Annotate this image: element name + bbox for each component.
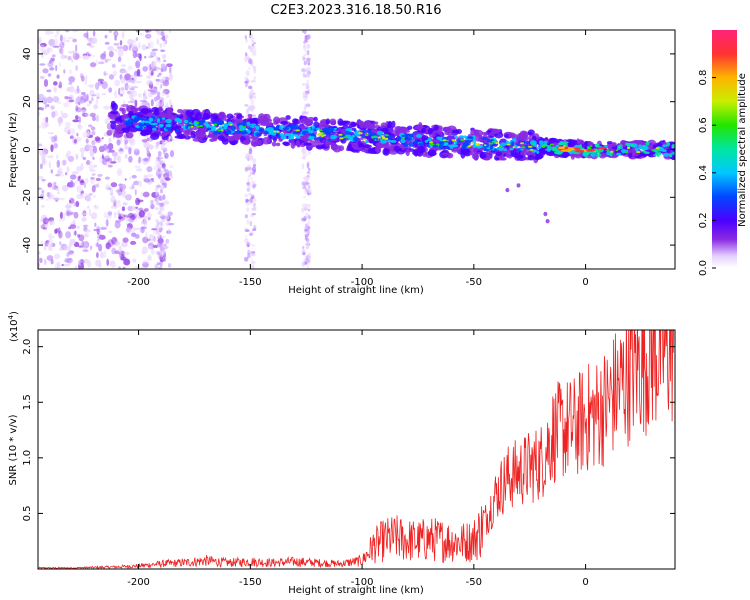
y-tick-label: 20: [22, 95, 33, 108]
x-tick-label: -50: [466, 277, 482, 288]
y-tick-label: 0.5: [22, 505, 33, 521]
x-tick-label: -150: [239, 577, 262, 588]
snr-y-ticks: 0.5 1.0 1.5 2.0: [22, 339, 675, 521]
y-tick-label: 40: [22, 48, 33, 61]
colorbar-tick-label: 0.4: [698, 165, 709, 181]
figure-title: C2E3.2023.316.18.50.R16: [270, 3, 441, 18]
snr-x-ticks: -200 -150 -100 -50 0: [127, 330, 589, 588]
colorbar-ticks: 0.0 0.2 0.4 0.6 0.8: [698, 70, 716, 276]
snr-frame: [37, 329, 676, 570]
spectrogram-x-ticks: -200 -150 -100 -50 0: [127, 30, 589, 288]
colorbar-tick-label: 0.2: [698, 212, 709, 228]
snr-series-line: [38, 330, 675, 569]
snr-background: [38, 330, 675, 569]
spectrogram-heatmap: [38, 30, 675, 269]
x-tick-label: -200: [127, 277, 150, 288]
snr-x-axis-label: Height of straight line (km): [288, 585, 424, 596]
snr-panel: -200 -150 -100 -50 0 0.5 1.0 1.5 2.0 Height of …: [7, 311, 676, 596]
x-tick-label: 0: [582, 277, 588, 288]
x-tick-label: -150: [239, 277, 262, 288]
x-tick-label: 0: [582, 577, 588, 588]
y-tick-label: 1.5: [22, 394, 33, 410]
x-tick-label: -100: [351, 577, 374, 588]
colorbar-tick-label: 0.8: [698, 70, 709, 86]
colorbar: 0.0 0.2 0.4 0.6 0.8 Normalized spectral ampl…: [698, 30, 748, 276]
colorbar-gradient: [712, 30, 737, 268]
svg-text:(x104): (x104): [7, 311, 20, 342]
spectrogram-y-ticks: -40 -20 0 20 40: [22, 48, 675, 253]
y-tick-label: 2.0: [22, 339, 33, 355]
x-tick-label: -100: [351, 277, 374, 288]
x-tick-label: -50: [466, 577, 482, 588]
snr-y-axis-label: SNR (10 * v/v): [8, 414, 19, 485]
spectrogram-x-axis-label: Height of straight line (km): [288, 285, 424, 296]
x-tick-label: -200: [127, 577, 150, 588]
y-tick-label: -20: [22, 189, 33, 205]
colorbar-tick-label: 0.6: [698, 117, 709, 133]
colorbar-tick-label: 0.0: [698, 260, 709, 276]
y-tick-label: -40: [22, 237, 33, 253]
y-tick-label: 1.0: [22, 450, 33, 466]
y-tick-label: 0: [22, 146, 33, 152]
spectrogram-y-axis-label: Frequency (Hz): [8, 112, 19, 188]
snr-y-scale-factor: (x104): [7, 311, 20, 342]
colorbar-label: Normalized spectral amplitude: [737, 73, 748, 227]
